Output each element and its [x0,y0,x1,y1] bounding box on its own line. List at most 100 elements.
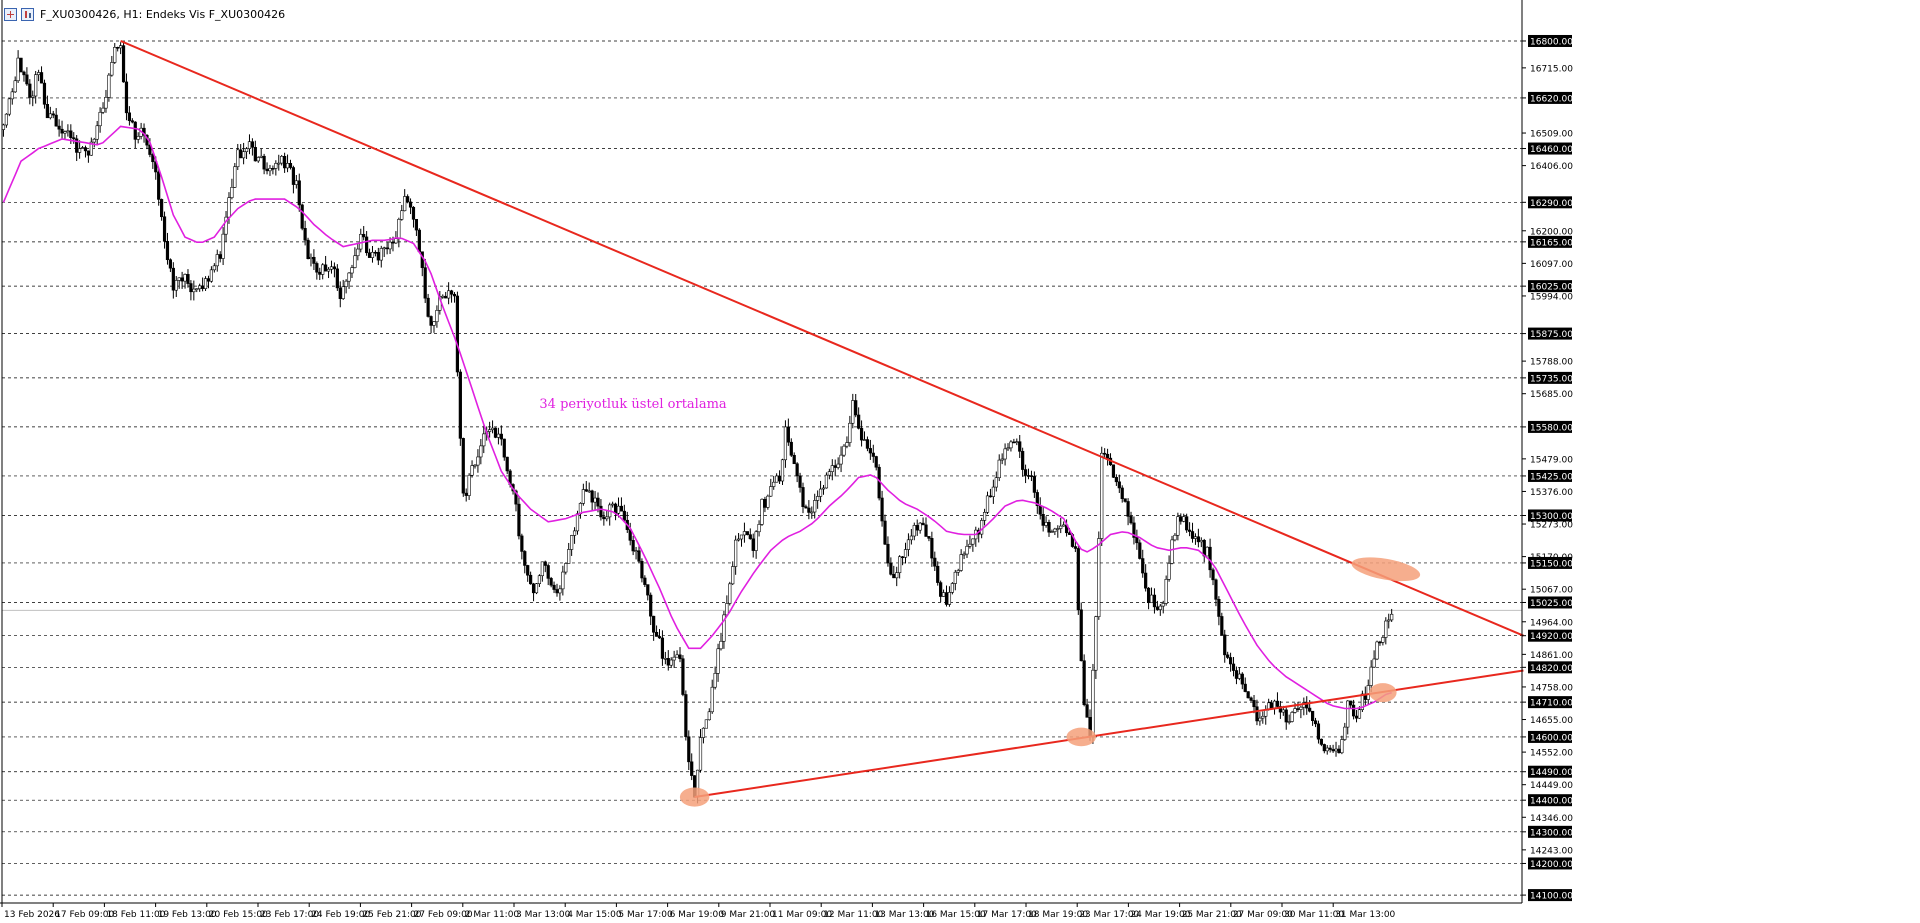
candle-body [444,295,448,299]
candle [78,140,82,159]
candle-body [482,433,486,447]
candle-body [1255,706,1259,722]
candle [587,482,591,493]
candle [1146,587,1151,610]
candle-body [710,686,714,713]
candle-body [80,147,85,149]
candle [593,491,597,510]
candle-body [827,471,831,476]
candle-body [183,274,187,282]
price-tick-label: 14243.00 [1530,846,1573,856]
candle [1258,712,1262,726]
candle-body [130,120,134,123]
candle [1129,511,1133,525]
candle-body [1316,723,1321,740]
candle [933,551,937,572]
candle [1144,564,1148,592]
candle-body [324,264,328,272]
candle-body [1041,513,1045,526]
candle-body [1135,537,1139,544]
candle [892,565,896,579]
candle [1,123,6,137]
candle [1354,710,1359,723]
candle [183,273,187,289]
candle-body [359,233,363,250]
time-tick-label: 3 Mar 13:00 [516,910,571,920]
candle-body [1310,710,1315,722]
candle [868,439,872,460]
price-tick-label: 14552.00 [1530,749,1573,759]
candle [1264,705,1268,725]
candle [953,569,957,591]
candle [1308,700,1312,713]
candle-body [391,241,395,244]
candle-body [505,456,509,472]
time-tick-label: 19 Feb 13:00 [158,910,217,920]
candle [1021,447,1025,477]
candle [464,488,468,502]
candle-body [886,543,890,564]
candle-body [684,694,688,738]
candle [842,444,846,458]
candle [1381,635,1385,646]
candle [903,542,908,564]
candle-body [736,538,741,541]
price-level-tag [1528,629,1572,642]
candle-body [980,520,984,535]
candle [988,488,993,498]
candle-body [1050,531,1054,533]
price-tick-label: 15685.00 [1530,390,1573,400]
candle-body [373,251,378,254]
price-tick-label: 14964.00 [1530,618,1573,628]
candle-body [804,506,808,509]
chart-window-icon [4,7,17,21]
price-axis[interactable]: 16800.00 16715.00 16620.00 16509.00 16460.00… [1522,34,1573,902]
candle-body [1231,663,1236,671]
candle [400,204,404,221]
candle-body [725,603,729,616]
candle [962,551,966,560]
candle-body [716,648,720,674]
candle [816,490,820,509]
candle [1302,697,1306,716]
candle-body [540,561,544,577]
candle-body [646,584,650,596]
candle-body [338,287,342,299]
candle-body [742,531,747,536]
candle-body [171,267,175,291]
candle [359,228,363,253]
candle [230,178,234,200]
candle [1252,695,1256,714]
candle [39,66,44,84]
price-level-tag-text: 14300.00 [1530,828,1573,838]
candle [921,517,925,526]
candle-body [669,659,673,666]
candle [1346,700,1350,735]
candle-body [449,290,454,295]
candle-body [537,575,542,584]
candle [1228,652,1233,672]
candle-body [783,426,788,461]
candle-body [1114,477,1118,483]
candle-body [1296,708,1300,710]
candle-body [754,531,758,551]
candle-body [634,550,638,553]
candle-body [277,162,281,165]
candle [520,533,524,560]
candle-body [265,168,269,172]
candle-body [1214,579,1218,600]
candle-body [1249,697,1253,701]
candle-body [722,614,726,642]
candle [1123,498,1127,503]
candle [356,243,360,261]
candle [1173,533,1177,542]
candle-body [1378,641,1382,644]
candle-body [865,439,870,449]
trendlines [120,40,1524,799]
candle [306,237,310,260]
candle-body [728,583,732,604]
candle-body [306,239,310,260]
